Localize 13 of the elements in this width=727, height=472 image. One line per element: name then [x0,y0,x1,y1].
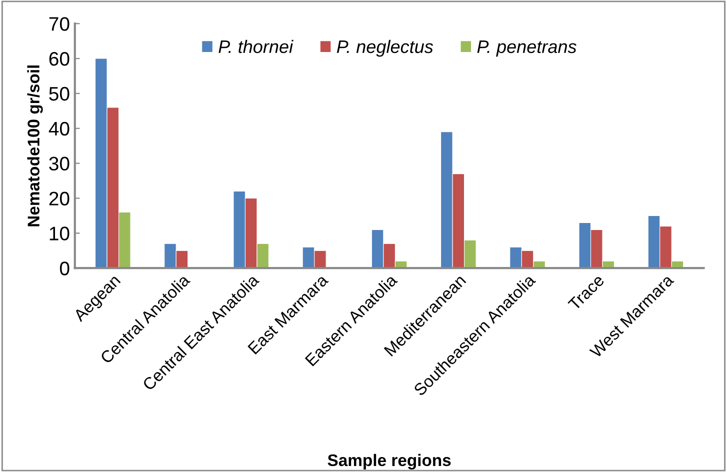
legend-label: P. thornei [218,40,294,54]
legend-label: P. neglectus [336,40,434,57]
y-tick-label: 40 [48,122,70,136]
y-axis-title: Nematode100 gr/soil [27,66,43,226]
y-tick-label: 70 [49,17,70,31]
y-tick-label: 0 [60,262,70,276]
x-axis-title: Sample regions [328,454,451,470]
legend-label: P. penetrans [477,40,576,57]
y-tick-label: 30 [49,156,70,171]
y-tick-label: 20 [49,192,70,206]
y-tick-label: 10 [50,226,70,240]
y-tick-label: 50 [49,86,70,101]
y-tick-label: 60 [49,52,70,66]
